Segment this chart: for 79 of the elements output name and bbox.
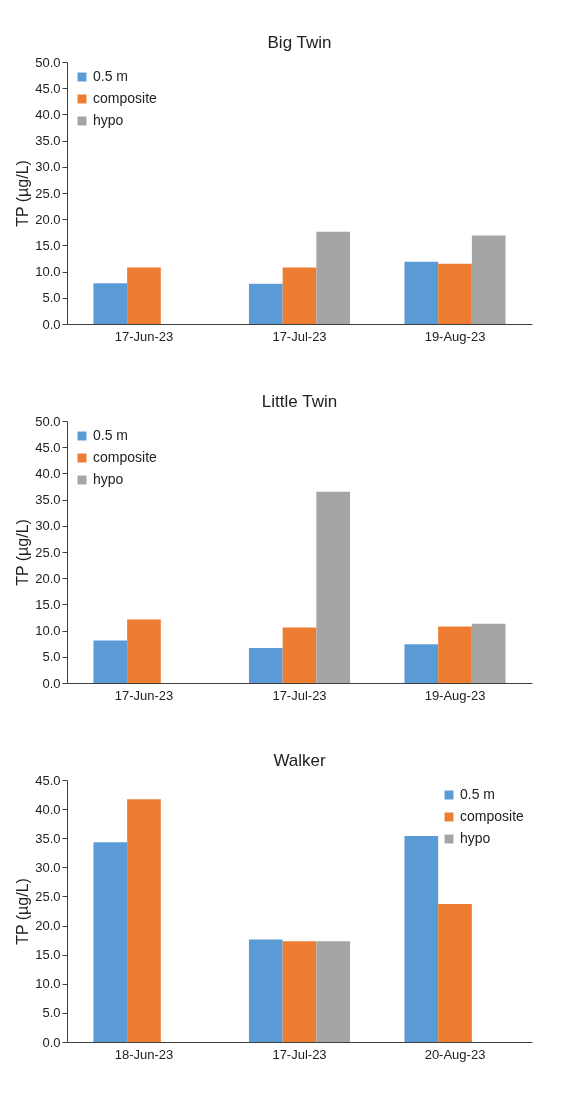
y-tick-label: 15.0 [35,947,61,963]
bar [316,491,351,683]
y-tick-label: 15.0 [35,237,61,253]
y-tick-label: 40.0 [35,106,61,122]
chart-title: Little Twin [261,392,338,411]
bar [316,941,351,1042]
y-tick-label: 45.0 [35,80,61,96]
y-tick-label: 5.0 [42,649,61,665]
x-tick-label: 19-Aug-23 [424,328,486,344]
y-tick-label: 0.0 [42,675,61,691]
x-tick-label: 17-Jul-23 [272,687,327,703]
legend-label: 0.5 m [460,786,496,802]
bar [248,939,283,1042]
bar [438,263,472,324]
x-tick-label: 18-Jun-23 [114,1046,174,1062]
y-tick-label: 50.0 [35,413,61,429]
y-tick-label: 50.0 [35,54,61,70]
legend-label: 0.5 m [93,427,129,443]
y-tick-label: 45.0 [35,772,61,788]
y-tick-label: 30.0 [35,518,61,534]
y-tick-label: 40.0 [35,465,61,481]
y-tick-label: 45.0 [35,439,61,455]
legend-label: hypo [460,830,491,846]
y-tick-label: 30.0 [35,859,61,875]
legend-label: composite [93,90,158,106]
y-tick-label: 5.0 [42,1005,61,1021]
x-tick-label: 20-Aug-23 [424,1046,486,1062]
bar [438,904,472,1042]
x-tick-label: 17-Jun-23 [114,328,174,344]
y-tick-label: 5.0 [42,290,61,306]
bar [127,267,161,324]
y-axis-title: TP (µg/L) [14,519,32,586]
bar [404,835,439,1042]
y-tick-label: 25.0 [35,185,61,201]
bar [316,231,351,324]
y-tick-label: 10.0 [35,623,61,639]
x-tick-label: 19-Aug-23 [424,687,486,703]
legend-label: hypo [93,471,124,487]
legend-label: 0.5 m [93,68,129,84]
bar [282,267,317,324]
y-tick-label: 25.0 [35,888,61,904]
chart-title: Big Twin [267,33,332,52]
x-tick-label: 17-Jun-23 [114,687,174,703]
x-tick-label: 17-Jul-23 [272,1046,327,1062]
bar [248,647,283,683]
y-tick-label: 10.0 [35,264,61,280]
legend-label: hypo [93,112,124,128]
y-axis-title: TP (µg/L) [14,160,32,227]
y-tick-label: 40.0 [35,801,61,817]
bar [93,283,128,324]
y-tick-label: 20.0 [35,211,61,227]
y-tick-label: 35.0 [35,830,61,846]
y-tick-label: 20.0 [35,570,61,586]
y-tick-label: 35.0 [35,492,61,508]
y-tick-label: 30.0 [35,159,61,175]
bar [471,623,506,683]
chart-title: Walker [273,751,326,770]
bar [93,640,128,683]
bar [404,261,439,324]
y-tick-label: 35.0 [35,133,61,149]
x-tick-label: 17-Jul-23 [272,328,327,344]
y-tick-label: 0.0 [42,316,61,332]
bar [471,235,506,324]
bar [438,626,472,683]
bar [93,842,128,1042]
bar [282,627,317,683]
y-tick-label: 10.0 [35,976,61,992]
y-tick-label: 20.0 [35,918,61,934]
bar [248,283,283,324]
y-tick-label: 0.0 [42,1034,61,1050]
y-tick-label: 15.0 [35,596,61,612]
bar [127,619,161,683]
bar [404,644,439,683]
bar [282,941,317,1042]
legend-label: composite [460,808,525,824]
y-tick-label: 25.0 [35,544,61,560]
bar [127,799,161,1042]
legend-label: composite [93,449,158,465]
y-axis-title: TP (µg/L) [14,878,32,945]
